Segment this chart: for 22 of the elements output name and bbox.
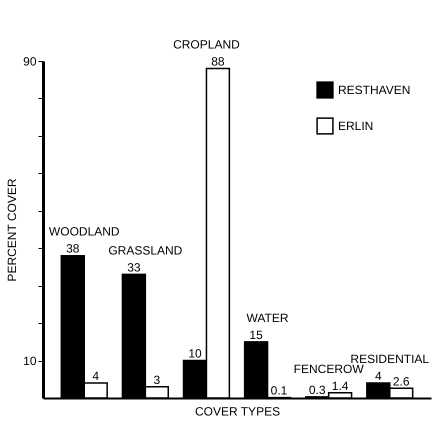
y-tick-label: 90 xyxy=(23,54,37,68)
data-label: 1.4 xyxy=(332,378,349,393)
x-axis-title: COVER TYPES xyxy=(194,404,280,418)
data-label: 33 xyxy=(127,260,141,274)
data-label: 4 xyxy=(374,369,382,384)
x-tick-label: CROPLAND xyxy=(173,37,240,52)
data-label: 38 xyxy=(66,242,80,256)
data-label: 3 xyxy=(153,372,160,387)
data-label: 0.3 xyxy=(308,382,326,397)
data-label: 88 xyxy=(211,54,225,68)
data-label: 4 xyxy=(92,369,100,384)
data-label: 15 xyxy=(249,328,264,342)
x-tick-label: WOODLAND xyxy=(48,224,120,239)
legend-label: RESTHAVEN xyxy=(338,83,410,97)
data-label: 0.1 xyxy=(270,384,288,398)
x-tick-label: FENCEROW xyxy=(294,362,364,376)
data-label: 2.6 xyxy=(392,374,410,388)
legend-label: ERLIN xyxy=(338,119,374,133)
x-tick-label: WATER xyxy=(246,310,289,325)
y-axis-title: PERCENT COVER xyxy=(5,178,20,282)
data-label: 10 xyxy=(188,346,202,361)
x-tick-label: GRASSLAND xyxy=(108,243,183,258)
